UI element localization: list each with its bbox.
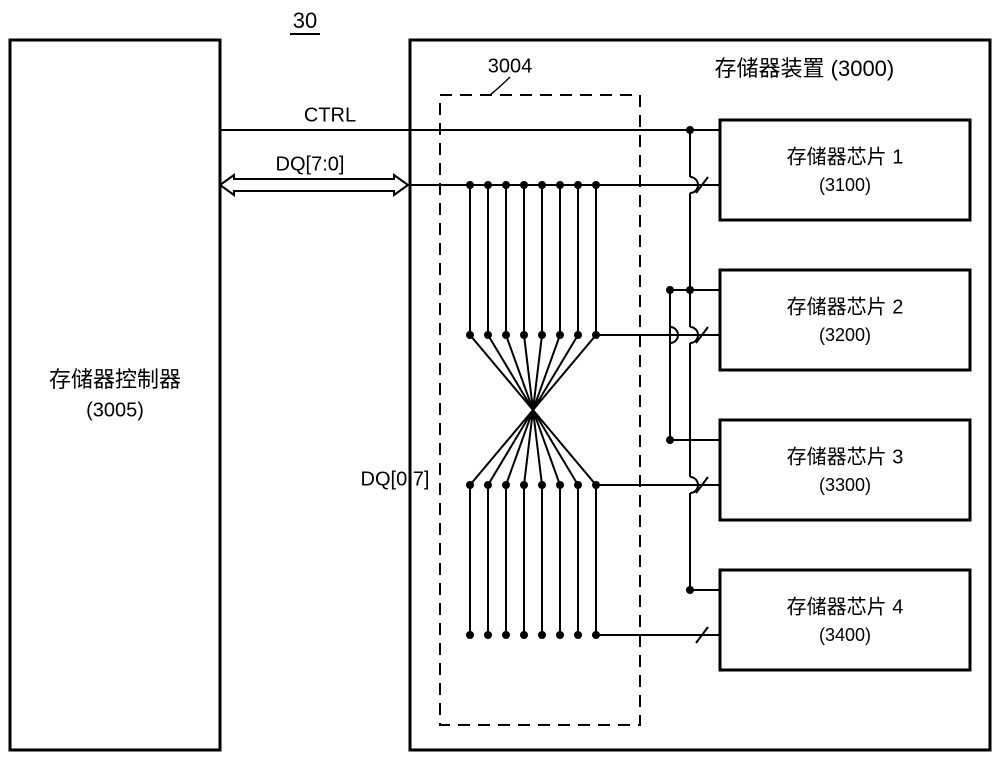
ctrl-label: CTRL bbox=[304, 104, 356, 126]
memory-controller bbox=[10, 40, 220, 750]
memory-chip-4-ref: (3400) bbox=[819, 625, 871, 645]
interconnect-ref: 3004 bbox=[488, 55, 533, 77]
figure-ref: 30 bbox=[293, 8, 317, 33]
dq-bidir-arrow bbox=[220, 175, 408, 195]
memory-system-diagram: 30 存储器控制器 (3005) 存储器装置 (3000) 3004 CTRL DQ[7:0… bbox=[0, 0, 1000, 771]
memory-chip-2-label: 存储器芯片 2 bbox=[787, 295, 904, 318]
memory-device-label: 存储器装置 (3000) bbox=[715, 56, 895, 81]
memory-chip-4-label: 存储器芯片 4 bbox=[787, 595, 904, 618]
memory-chip-1-label: 存储器芯片 1 bbox=[787, 145, 904, 168]
memory-controller-label: 存储器控制器 bbox=[49, 367, 181, 392]
memory-chip-2 bbox=[720, 270, 970, 370]
memory-chip-1 bbox=[720, 120, 970, 220]
memory-chip-4 bbox=[720, 570, 970, 670]
memory-chip-3-label: 存储器芯片 3 bbox=[787, 445, 904, 468]
memory-chip-3 bbox=[720, 420, 970, 520]
memory-controller-ref: (3005) bbox=[86, 399, 144, 421]
dq-bot-label: DQ[0:7] bbox=[361, 468, 430, 490]
dq-top-label: DQ[7:0] bbox=[276, 153, 345, 175]
memory-chip-3-ref: (3300) bbox=[819, 475, 871, 495]
memory-chip-1-ref: (3100) bbox=[819, 175, 871, 195]
memory-chip-2-ref: (3200) bbox=[819, 325, 871, 345]
